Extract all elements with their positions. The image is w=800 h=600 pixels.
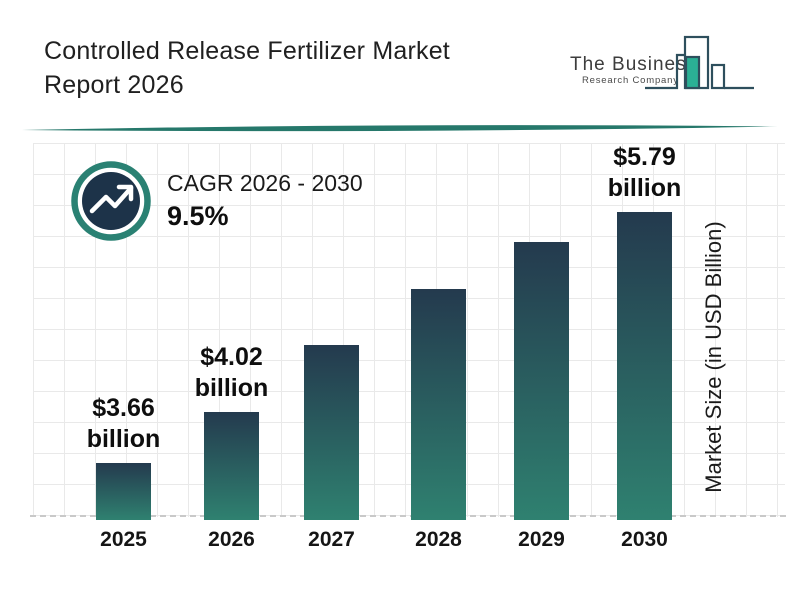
company-logo: The Business Research Company: [560, 30, 760, 100]
page-title: Controlled Release Fertilizer Market Rep…: [44, 34, 544, 102]
bar-2025: [96, 463, 151, 520]
logo-bars-icon: [645, 35, 754, 90]
trending-up-icon: [89, 184, 134, 214]
cagr-badge: [71, 161, 151, 241]
logo-company-subtitle: Research Company: [582, 75, 679, 86]
value-label-2025: $3.66 billion: [86, 394, 161, 453]
bar-2029: [514, 242, 569, 520]
value-label-2030: $5.79 billion: [607, 143, 682, 202]
bar-2028: [411, 289, 466, 520]
logo-company-name: The Business: [570, 54, 698, 75]
cagr-period-label: CAGR 2026 - 2030: [167, 170, 363, 196]
chart-baseline: [30, 515, 786, 517]
bar-2027: [304, 345, 359, 520]
x-tick-2028: 2028: [415, 528, 462, 551]
bar-2026: [204, 412, 259, 520]
cagr-percentage: 9.5%: [167, 201, 229, 231]
value-label-2026: $4.02 billion: [194, 343, 269, 402]
page-title-line1: Controlled Release Fertilizer Market: [44, 37, 450, 65]
x-tick-2025: 2025: [100, 528, 147, 551]
x-tick-2026: 2026: [208, 528, 255, 551]
x-tick-2027: 2027: [308, 528, 355, 551]
y-axis-label: Market Size (in USD Billion): [701, 221, 726, 493]
teal-divider: [22, 125, 778, 132]
x-tick-2029: 2029: [518, 528, 565, 551]
page-title-line2: Report 2026: [44, 71, 184, 99]
x-tick-2030: 2030: [621, 528, 668, 551]
bar-2030: [617, 212, 672, 520]
